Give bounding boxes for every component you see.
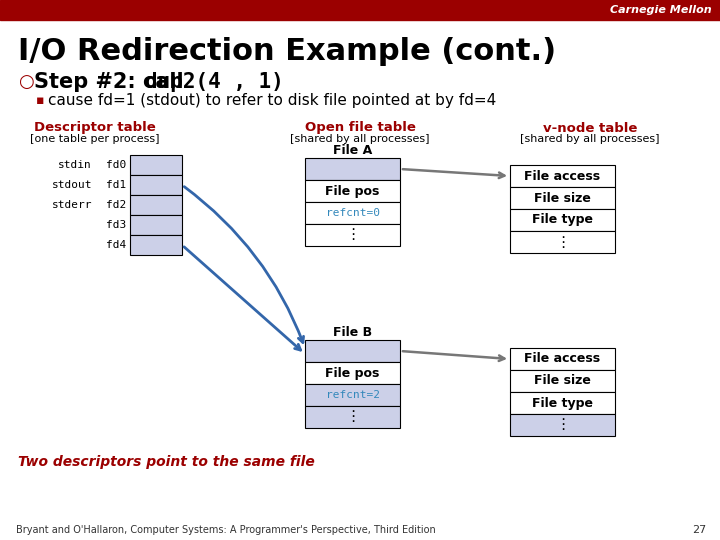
Bar (130, 215, 182, 235)
Bar (305, 406, 400, 428)
Text: ⋮: ⋮ (555, 417, 570, 433)
Text: [one table per process]: [one table per process] (30, 134, 160, 144)
Text: refcnt=0: refcnt=0 (325, 208, 379, 218)
Text: Open file table: Open file table (305, 122, 415, 134)
Bar (305, 340, 400, 362)
Bar (510, 414, 615, 436)
Text: stdout: stdout (52, 180, 92, 190)
Text: File pos: File pos (325, 367, 379, 380)
Text: File access: File access (524, 353, 600, 366)
Bar (130, 195, 182, 215)
Text: [shared by all processes]: [shared by all processes] (290, 134, 430, 144)
Text: Two descriptors point to the same file: Two descriptors point to the same file (18, 455, 315, 469)
Text: ⋮: ⋮ (555, 234, 570, 249)
Text: Carnegie Mellon: Carnegie Mellon (611, 5, 712, 15)
Text: fd3: fd3 (106, 220, 126, 230)
Bar (305, 202, 400, 224)
Bar (0, 0, 720, 20)
Text: File A: File A (333, 144, 372, 157)
Text: fd2: fd2 (106, 200, 126, 210)
Text: fd0: fd0 (106, 160, 126, 170)
Text: cause fd=1 (stdout) to refer to disk file pointed at by fd=4: cause fd=1 (stdout) to refer to disk fil… (48, 92, 496, 107)
Text: refcnt=2: refcnt=2 (325, 390, 379, 400)
Bar (305, 158, 400, 180)
Bar (305, 180, 400, 202)
Bar (510, 348, 615, 370)
Text: File pos: File pos (325, 185, 379, 198)
Text: Step #2: call: Step #2: call (34, 72, 191, 92)
Bar (510, 392, 615, 414)
Text: Bryant and O'Hallaron, Computer Systems: A Programmer's Perspective, Third Editi: Bryant and O'Hallaron, Computer Systems:… (16, 525, 436, 535)
Text: I/O Redirection Example (cont.): I/O Redirection Example (cont.) (18, 37, 556, 66)
Text: ▪: ▪ (36, 93, 45, 106)
Bar (510, 165, 615, 187)
Bar (305, 224, 400, 246)
Text: stderr: stderr (52, 200, 92, 210)
Text: ⋮: ⋮ (345, 227, 360, 242)
Text: File type: File type (532, 396, 593, 409)
Bar (305, 362, 400, 384)
Text: ⋮: ⋮ (345, 409, 360, 424)
Text: fd4: fd4 (106, 240, 126, 250)
Text: File B: File B (333, 326, 372, 339)
Text: ○: ○ (18, 73, 34, 91)
Text: File size: File size (534, 375, 591, 388)
Bar (510, 370, 615, 392)
Text: stdin: stdin (58, 160, 92, 170)
Text: File size: File size (534, 192, 591, 205)
Text: [shared by all processes]: [shared by all processes] (521, 134, 660, 144)
Text: v-node table: v-node table (543, 122, 637, 134)
Bar (130, 155, 182, 175)
Text: File type: File type (532, 213, 593, 226)
Text: File access: File access (524, 170, 600, 183)
Bar (130, 175, 182, 195)
Bar (510, 231, 615, 253)
Bar (130, 235, 182, 255)
Text: dup2(4 , 1): dup2(4 , 1) (145, 72, 284, 92)
Text: fd1: fd1 (106, 180, 126, 190)
Text: 27: 27 (692, 525, 706, 535)
Bar (510, 209, 615, 231)
Bar (510, 187, 615, 209)
Text: Descriptor table: Descriptor table (34, 122, 156, 134)
Bar (305, 384, 400, 406)
